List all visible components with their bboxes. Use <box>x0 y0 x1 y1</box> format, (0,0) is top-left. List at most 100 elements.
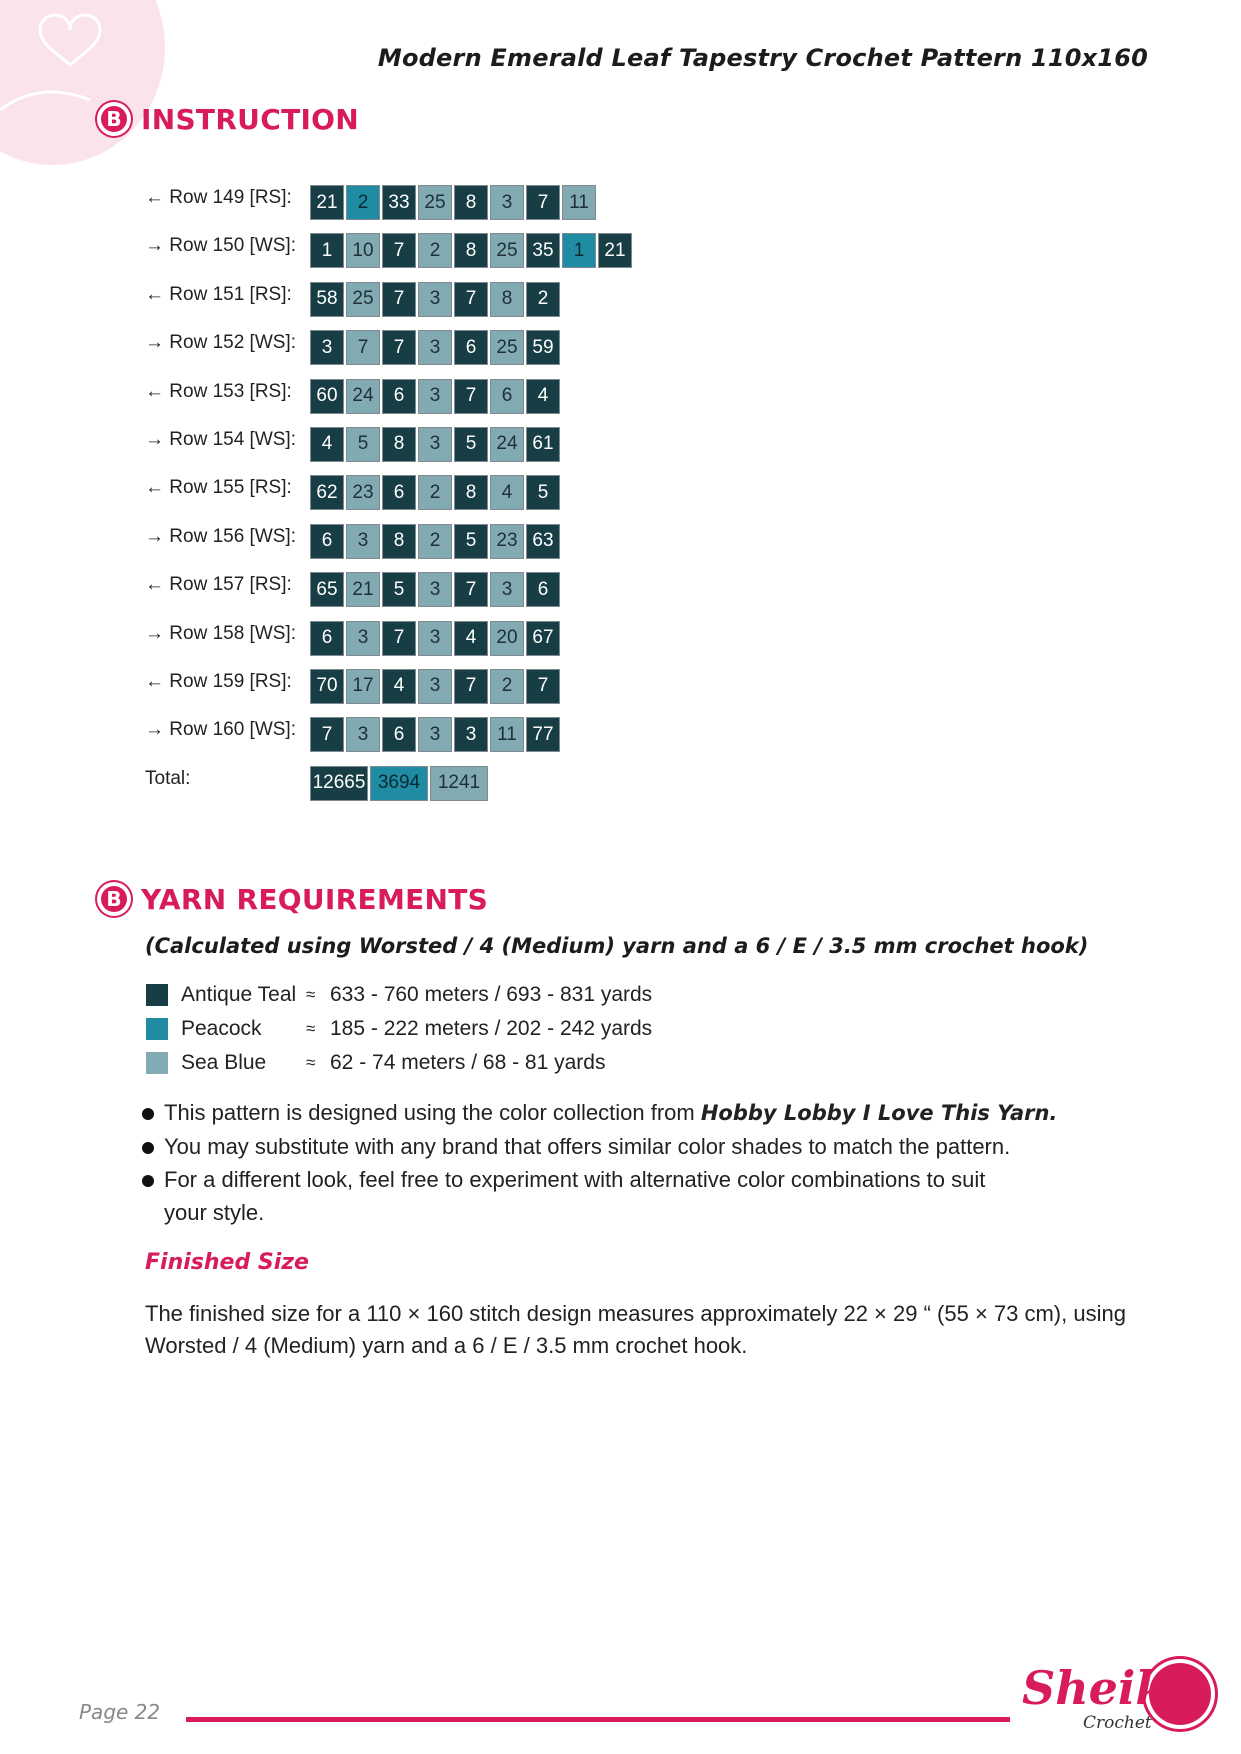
stitch-count-cell: 33 <box>382 185 416 220</box>
stitch-count-cell: 61 <box>526 426 560 462</box>
stitch-cells: 6 3 8 2 5 23 63 <box>310 523 562 559</box>
stitch-count-cell: 23 <box>346 475 380 511</box>
stitch-count-cell: 60 <box>310 378 344 414</box>
stitch-count-cell: 8 <box>382 523 416 559</box>
stitch-count-cell: 3 <box>418 572 452 608</box>
bullet-text: This pattern is designed using the color… <box>164 1100 701 1125</box>
stitch-cells: 4 5 8 3 5 24 61 <box>310 426 562 462</box>
stitch-count-cell: 5 <box>454 523 488 559</box>
stitch-cells: 6 3 7 3 4 20 67 <box>310 620 562 656</box>
stitch-cells: 12665 3694 1241 <box>310 765 490 801</box>
stitch-count-cell: 1 <box>562 233 596 269</box>
stitch-count-cell: 6 <box>454 330 488 366</box>
stitch-count-cell: 7 <box>346 330 380 366</box>
stitch-count-cell: 21 <box>310 185 344 220</box>
stitch-count-cell: 3 <box>310 330 344 366</box>
finished-size-text: The finished size for a 110 × 160 stitch… <box>145 1301 1126 1358</box>
stitch-count-cell: 62 <box>310 475 344 511</box>
stitch-cells: 62 23 6 2 8 4 5 <box>310 475 562 511</box>
approx-symbol: ≈ <box>306 1053 316 1072</box>
instruction-heading: B INSTRUCTION <box>97 102 359 136</box>
yarn-calculation-note: (Calculated using Worsted / 4 (Medium) y… <box>145 934 1089 958</box>
stitch-count-cell: 3 <box>490 572 524 608</box>
brand-logo: Sheika Crochet <box>1020 1655 1230 1745</box>
stitch-count-cell: 2 <box>526 281 560 317</box>
stitch-count-cell: 8 <box>382 426 416 462</box>
list-item: This pattern is designed using the color… <box>140 1096 1140 1130</box>
legend-row: Sea Blue ≈62 - 74 meters / 68 - 81 yards <box>146 1046 652 1080</box>
stitch-count-cell: 12665 <box>310 765 368 801</box>
stitch-count-cell: 8 <box>454 475 488 511</box>
stitch-count-cell: 3 <box>418 330 452 366</box>
stitch-count-cell: 6 <box>382 475 416 511</box>
stitch-count-cell: 8 <box>454 233 488 269</box>
stitch-count-cell: 4 <box>382 668 416 704</box>
color-swatch <box>146 984 168 1006</box>
stitch-count-cell: 7 <box>454 572 488 608</box>
stitch-count-cell: 3 <box>346 620 380 656</box>
stitch-count-cell: 3 <box>418 620 452 656</box>
stitch-count-cell: 6 <box>310 523 344 559</box>
stitch-count-cell: 5 <box>454 426 488 462</box>
corner-yarn-decoration <box>0 0 165 165</box>
stitch-count-cell: 7 <box>454 281 488 317</box>
stitch-count-cell: 6 <box>490 378 524 414</box>
stitch-count-cell: 25 <box>490 233 524 269</box>
stitch-cells: 21 2 33 25 8 3 7 11 <box>310 185 598 220</box>
stitch-count-cell: 3 <box>418 378 452 414</box>
stitch-count-cell: 7 <box>310 717 344 753</box>
yarn-color-name: Peacock <box>181 1017 262 1040</box>
instruction-title: INSTRUCTION <box>141 102 360 136</box>
row-label: ← Row 157 [RS]: <box>145 574 292 596</box>
yarn-amount: 185 - 222 meters / 202 - 242 yards <box>330 1017 653 1040</box>
stitch-count-cell: 6 <box>382 378 416 414</box>
stitch-count-cell: 1 <box>310 233 344 269</box>
logo-badge-icon: B <box>97 882 131 916</box>
stitch-count-cell: 2 <box>490 668 524 704</box>
legend-row: Antique Teal ≈633 - 760 meters / 693 - 83… <box>146 978 652 1012</box>
stitch-count-cell: 24 <box>346 378 380 414</box>
row-label: ← Row 155 [RS]: <box>145 477 292 499</box>
row-label: → Row 158 [WS]: <box>145 622 296 644</box>
row-label: → Row 160 [WS]: <box>145 719 296 741</box>
page-number: Page 22 <box>79 1700 161 1724</box>
stitch-count-cell: 1241 <box>430 765 488 801</box>
row-label: → Row 152 [WS]: <box>145 332 296 354</box>
yarn-heart-icon <box>0 13 102 112</box>
row-label: → Row 154 [WS]: <box>145 428 296 450</box>
stitch-count-cell: 7 <box>382 620 416 656</box>
stitch-count-cell: 23 <box>490 523 524 559</box>
stitch-count-cell: 21 <box>598 233 632 269</box>
yarn-requirements-title: YARN REQUIREMENTS <box>141 882 489 916</box>
stitch-count-cell: 8 <box>454 185 488 220</box>
legend-row: Peacock ≈185 - 222 meters / 202 - 242 yar… <box>146 1012 652 1046</box>
yarn-color-name: Sea Blue <box>181 1051 267 1074</box>
yarn-color-name: Antique Teal <box>181 983 297 1006</box>
row-label: → Row 150 [WS]: <box>145 235 296 257</box>
approx-symbol: ≈ <box>306 985 316 1004</box>
list-item: For a different look, feel free to exper… <box>140 1163 1034 1229</box>
yarn-notes-list: This pattern is designed using the color… <box>140 1096 1140 1229</box>
stitch-count-cell: 4 <box>490 475 524 511</box>
stitch-count-cell: 2 <box>418 475 452 511</box>
finished-size-title: Finished Size <box>145 1250 309 1275</box>
stitch-cells: 1 10 7 2 8 25 35 1 21 <box>310 233 634 269</box>
stitch-count-cell: 2 <box>346 185 380 220</box>
logo-subtext: Crochet <box>1083 1713 1152 1733</box>
row-label: ← Row 153 [RS]: <box>145 380 292 402</box>
stitch-cells: 65 21 5 3 7 3 6 <box>310 572 562 608</box>
yarn-brand: Hobby Lobby I Love This Yarn. <box>700 1101 1058 1125</box>
yarn-legend: Antique Teal ≈633 - 760 meters / 693 - 83… <box>146 978 652 1080</box>
stitch-count-cell: 77 <box>526 717 560 753</box>
stitch-count-cell: 5 <box>526 475 560 511</box>
stitch-count-cell: 63 <box>526 523 560 559</box>
list-item: You may substitute with any brand that o… <box>140 1130 1140 1163</box>
stitch-count-cell: 5 <box>346 426 380 462</box>
stitch-count-cell: 7 <box>526 668 560 704</box>
stitch-count-cell: 4 <box>526 378 560 414</box>
stitch-count-cell: 3 <box>346 523 380 559</box>
stitch-count-cell: 4 <box>310 426 344 462</box>
stitch-count-cell: 6 <box>310 620 344 656</box>
stitch-count-cell: 11 <box>490 717 524 753</box>
stitch-count-cell: 7 <box>454 378 488 414</box>
